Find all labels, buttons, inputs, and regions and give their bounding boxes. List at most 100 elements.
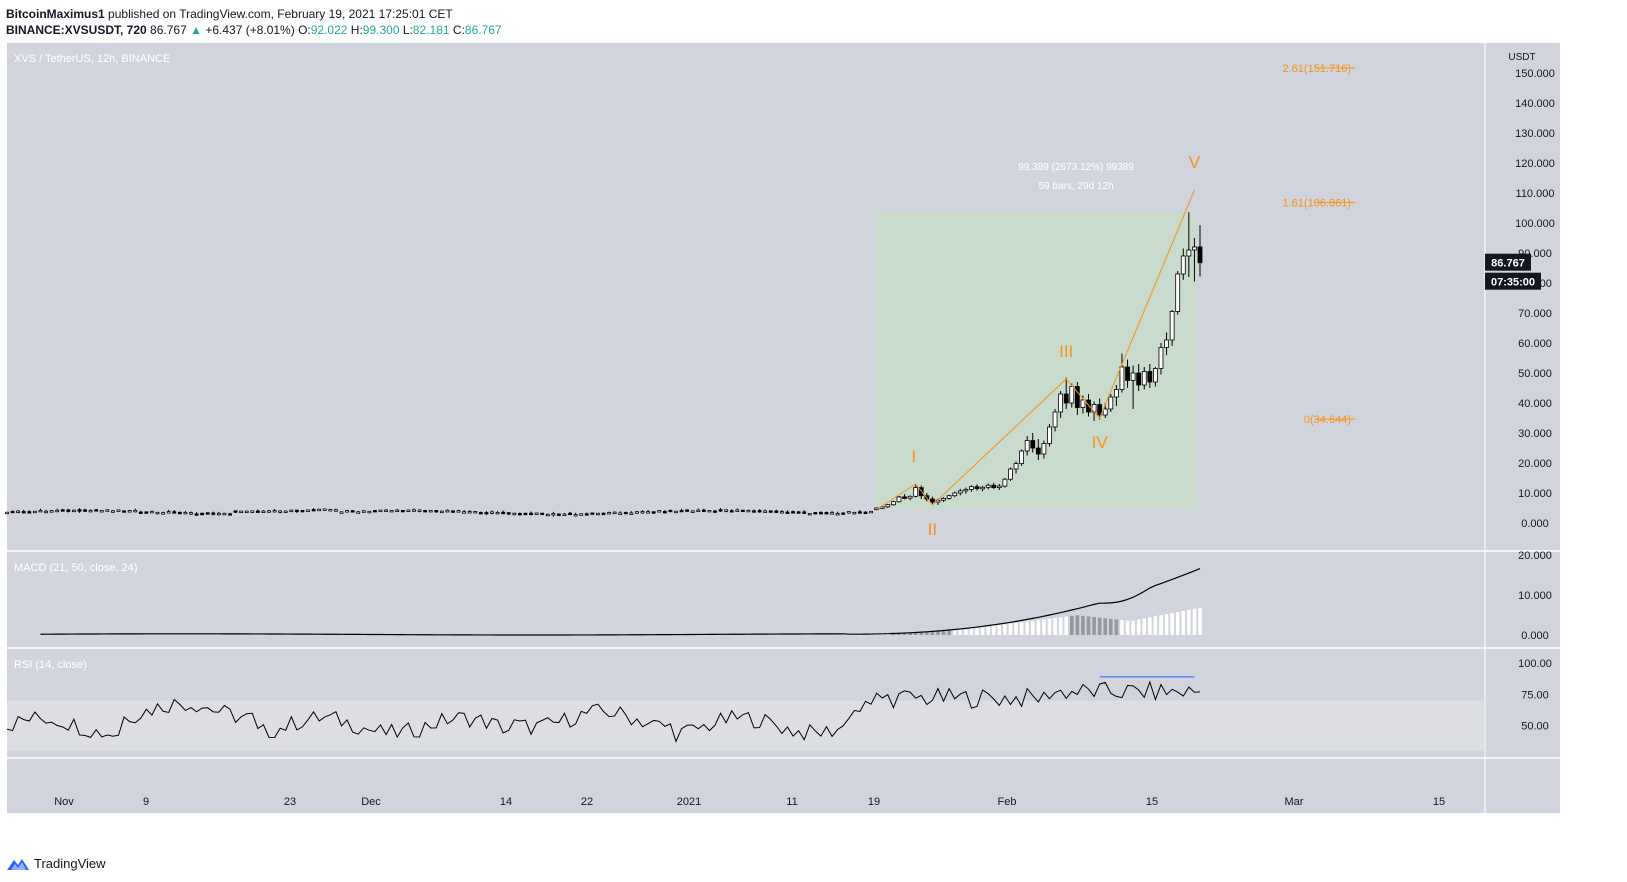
- macd-tick-label: 20.000: [1518, 550, 1552, 562]
- x-tick-label: 22: [581, 796, 593, 808]
- footer-brand: TradingView: [6, 856, 106, 871]
- candle-body: [802, 511, 807, 514]
- macd-histogram-bar: [1187, 609, 1191, 635]
- rsi-band: [7, 700, 1485, 751]
- candle-body: [869, 510, 873, 514]
- macd-tick-label: 0.000: [1521, 630, 1549, 642]
- last-price-badge: [1485, 253, 1531, 271]
- macd-histogram-bar: [941, 630, 946, 635]
- macd-histogram-bar: [930, 631, 935, 635]
- candle-body: [601, 512, 606, 516]
- candle-body: [27, 511, 32, 514]
- candle-body: [618, 512, 623, 515]
- candle-body: [400, 509, 405, 513]
- macd-histogram-bar: [1170, 613, 1174, 635]
- candle-body: [417, 509, 422, 512]
- candle-body: [685, 509, 690, 512]
- macd-histogram-bar: [1047, 618, 1052, 635]
- price-tick-label: 50.000: [1518, 368, 1552, 380]
- candle-body: [406, 509, 411, 512]
- candle-body: [49, 510, 54, 513]
- candle-body: [529, 512, 533, 516]
- price-tick-label: 140.000: [1515, 98, 1555, 110]
- candle-body: [1086, 399, 1091, 413]
- macd-histogram-bar: [1192, 608, 1197, 635]
- candle-body: [94, 509, 99, 512]
- macd-histogram-bar: [1081, 615, 1085, 635]
- candle-body: [384, 509, 388, 512]
- candle-body: [334, 509, 338, 512]
- candle-body: [434, 510, 439, 513]
- candle-body: [557, 513, 561, 516]
- macd-histogram-bar: [1069, 615, 1074, 635]
- candle-body: [451, 510, 455, 513]
- candle-body: [774, 510, 779, 513]
- macd-histogram-bar: [1097, 617, 1102, 635]
- candle-body: [941, 497, 946, 501]
- rsi-tick-label: 50.00: [1521, 721, 1549, 733]
- candle-body: [60, 509, 65, 512]
- candle-body: [1147, 371, 1153, 383]
- candle-body: [233, 510, 238, 513]
- candle-body: [1113, 389, 1119, 398]
- candle-body: [890, 501, 896, 506]
- candle-body: [495, 512, 500, 515]
- measure-text-bars: 59 bars, 29d 12h: [1039, 181, 1114, 192]
- macd-histogram-bar: [1036, 620, 1041, 635]
- candle-body: [1024, 440, 1030, 452]
- candle-body: [824, 512, 829, 515]
- close-label: C:: [452, 23, 465, 37]
- measure-box: [874, 212, 1198, 510]
- macd-histogram-bar: [936, 631, 940, 635]
- candle-body: [38, 509, 43, 513]
- candle-body: [735, 509, 740, 512]
- candle-body: [161, 512, 165, 515]
- price-tick-label: 150.000: [1515, 68, 1555, 80]
- candle-body: [690, 510, 695, 513]
- macd-histogram-bar: [1086, 616, 1091, 635]
- wave-label: IV: [1092, 433, 1109, 452]
- candle-body: [902, 496, 907, 499]
- symbol-label[interactable]: BINANCE:XVSUSDT, 720: [6, 23, 147, 37]
- candle-body: [32, 510, 37, 514]
- author-name[interactable]: BitcoinMaximus1: [6, 7, 105, 21]
- candle-body: [467, 511, 472, 514]
- candle-body: [718, 509, 723, 512]
- brand-name[interactable]: TradingView: [34, 856, 106, 871]
- candle-body: [322, 508, 327, 511]
- candle-body: [946, 495, 952, 499]
- candle-body: [345, 510, 349, 513]
- x-tick-label: 15: [1433, 796, 1445, 808]
- price-tick-label: 60.000: [1518, 338, 1552, 350]
- macd-histogram-bar: [1092, 617, 1096, 635]
- candle-body: [127, 510, 132, 513]
- candle-body: [21, 511, 26, 514]
- candle-body: [568, 512, 572, 516]
- candle-body: [913, 487, 919, 497]
- candle-body: [172, 511, 177, 514]
- candle-body: [77, 509, 82, 512]
- candle-body: [473, 511, 478, 514]
- candle-body: [16, 510, 21, 514]
- candle-body: [858, 511, 862, 514]
- candle-body: [1063, 393, 1069, 404]
- candle-body: [222, 512, 227, 516]
- candle-body: [1136, 372, 1142, 386]
- candle-body: [1175, 273, 1181, 312]
- price-tick-label: 100.000: [1515, 218, 1555, 230]
- candle-body: [267, 510, 271, 513]
- candle-body: [612, 511, 617, 515]
- countdown-badge: [1485, 272, 1541, 290]
- macd-histogram-bar: [1064, 616, 1069, 635]
- candle-body: [88, 510, 93, 513]
- candle-body: [1035, 447, 1041, 455]
- change-up-icon: ▲: [190, 23, 202, 37]
- candle-body: [99, 510, 104, 513]
- candle-body: [389, 510, 394, 513]
- high-value: 99.300: [362, 23, 400, 37]
- macd-histogram-bar: [925, 631, 929, 635]
- open-value: 92.022: [310, 23, 348, 37]
- candle-body: [311, 509, 316, 512]
- price-tick-label: 40.000: [1518, 398, 1552, 410]
